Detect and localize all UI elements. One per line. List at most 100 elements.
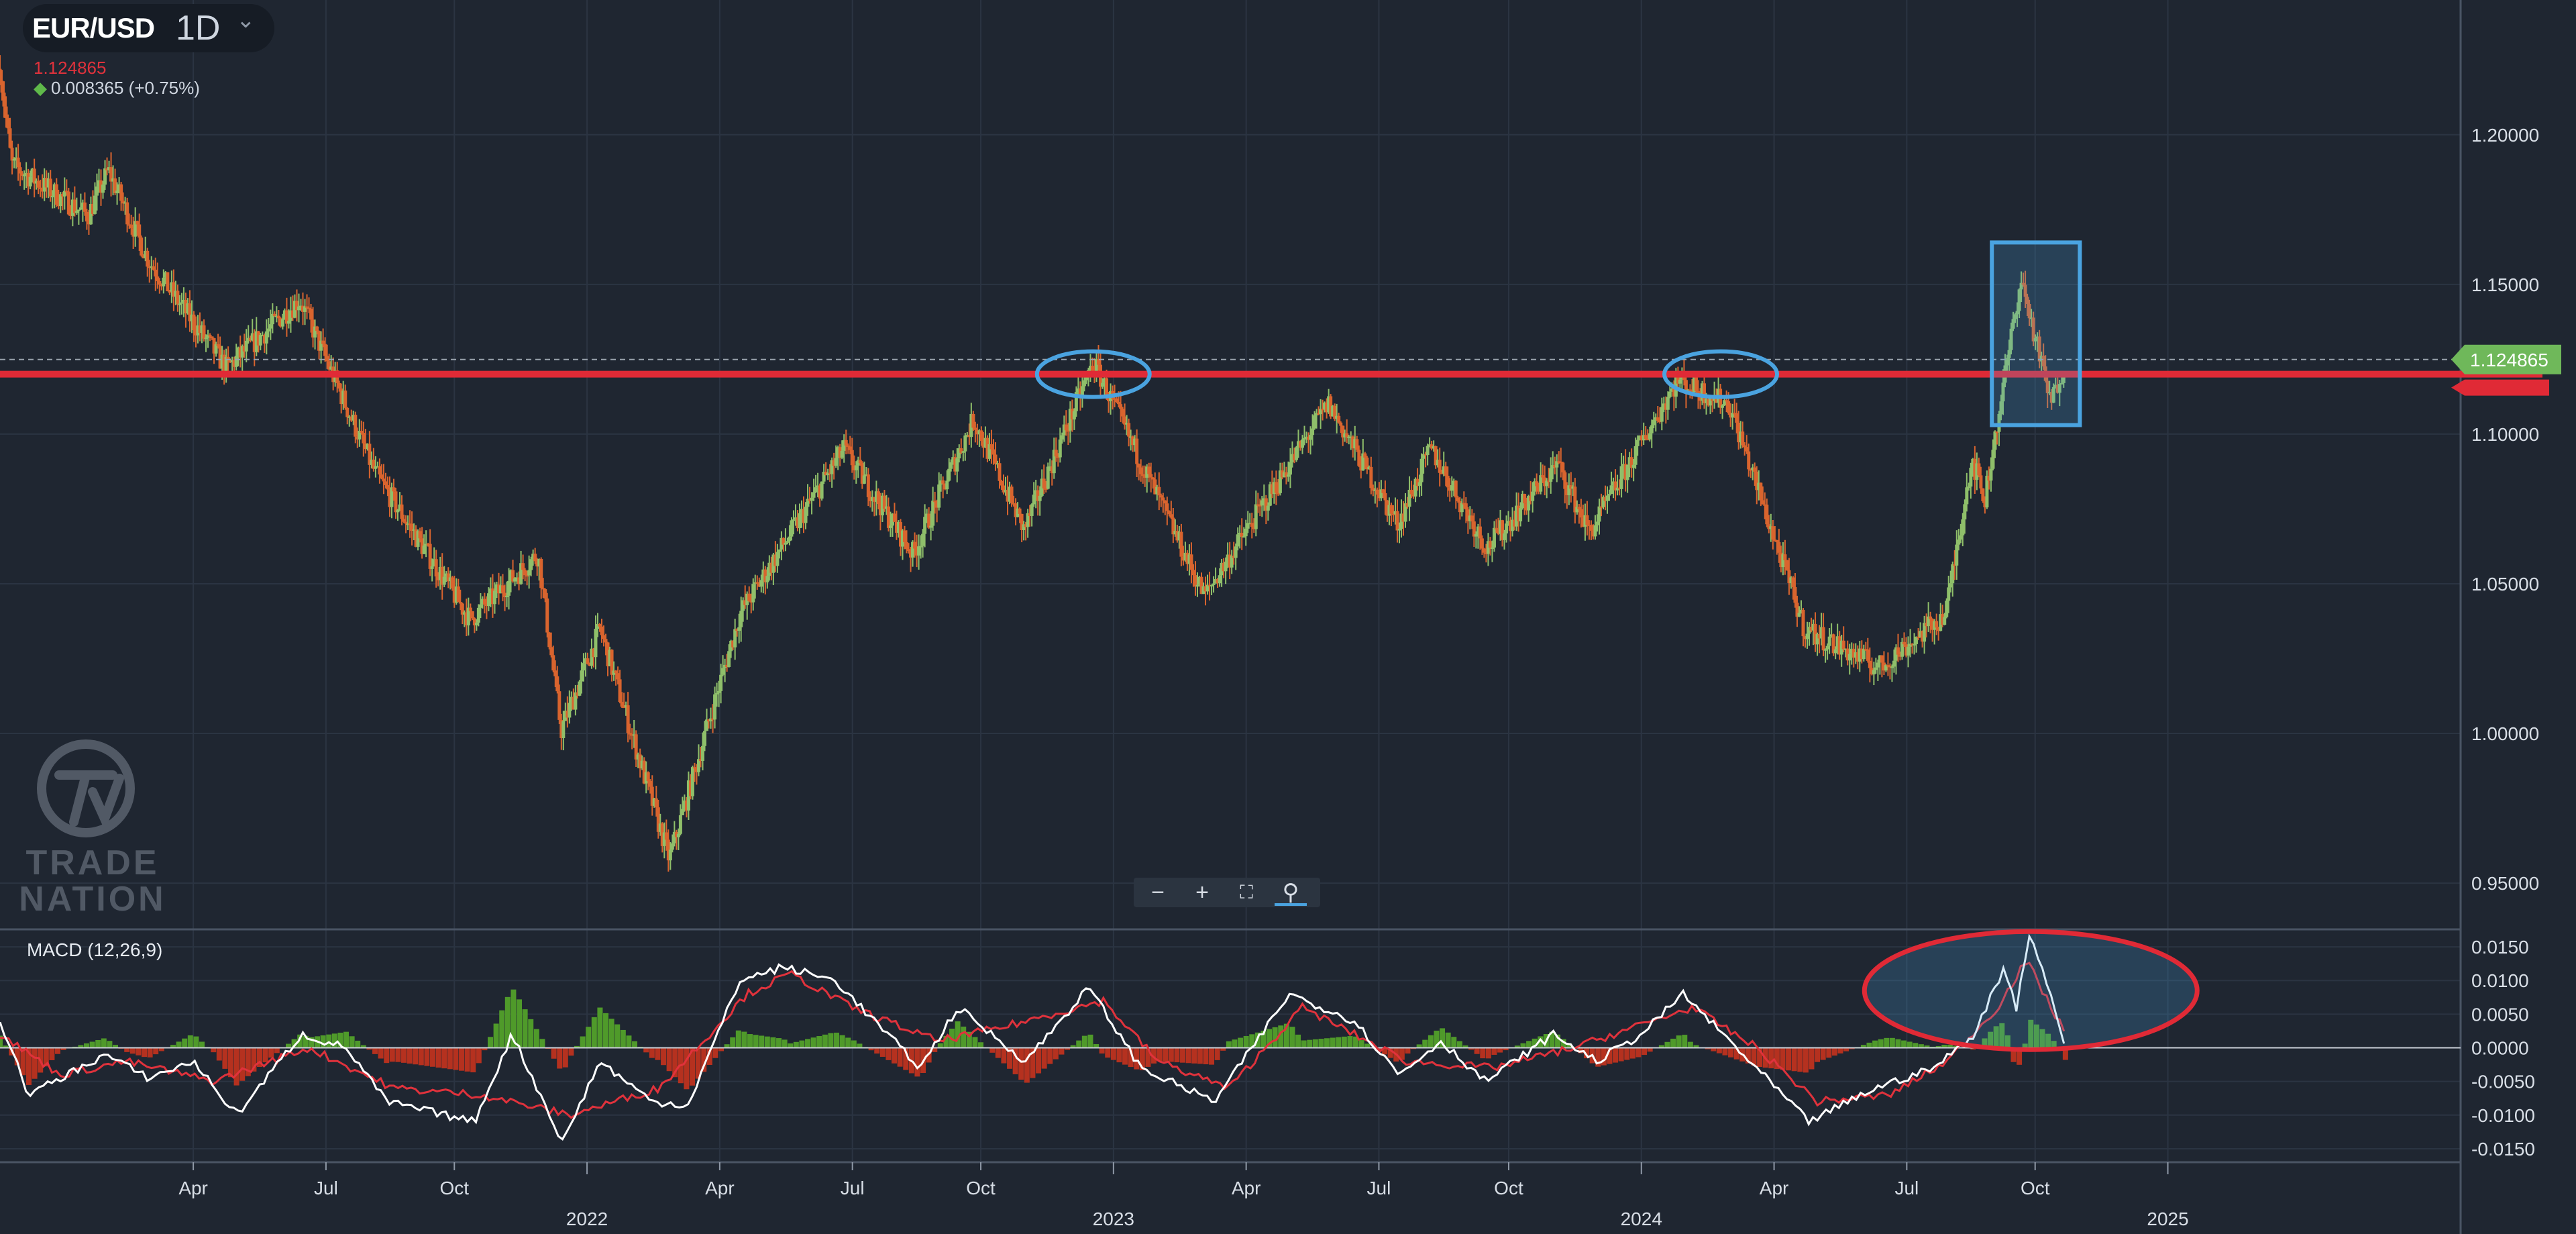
candle-body [814,487,818,493]
candle-body [1490,547,1494,549]
candle-body [252,333,256,352]
candle-body [537,558,541,567]
macd-histogram-bar [1209,1047,1215,1065]
candle-body [341,391,345,405]
candle-body [1248,523,1252,525]
candle-body [228,360,232,363]
candle-body [482,599,486,605]
candle-body [2049,392,2053,403]
candle-body [670,843,674,850]
candle-body [474,622,478,625]
candle-body [1745,447,1749,452]
zoom-in-icon[interactable]: + [1195,880,1209,905]
candle-body [1179,531,1183,557]
candle-body [286,321,290,324]
macd-axis-tick: 0.0050 [2471,1004,2529,1025]
zoom-out-icon[interactable]: − [1151,880,1165,905]
macd-histogram-bar [1774,1047,1780,1070]
candle-body [400,504,404,519]
candle-body [1545,480,1549,486]
candle-body [1157,486,1161,496]
candle-body [648,780,652,787]
symbol-label[interactable]: EUR/USD [32,12,155,44]
candle-body [16,157,20,168]
candle-body [1563,472,1567,489]
macd-histogram-bar [1647,1047,1653,1052]
chevron-down-icon[interactable]: ⌄ [236,7,256,33]
candle-body [1466,509,1470,521]
macd-histogram-bar [1307,1039,1313,1048]
time-axis-year-label: 2023 [1093,1209,1134,1229]
candle-body [1589,525,1593,531]
macd-histogram-bar [1353,1036,1359,1048]
candle-body [1549,468,1553,482]
candle-body [129,224,133,229]
candle-body [1595,521,1599,525]
candle-body [1419,458,1424,482]
candle-body [1763,504,1767,506]
candle-body [1870,668,1874,675]
macd-histogram-bar [1526,1041,1532,1048]
candle-body [1909,644,1913,647]
candle-body [1054,450,1058,457]
candle-body [408,523,412,525]
candle-body [288,310,292,321]
timeframe-label[interactable]: 1D [176,9,221,48]
candle-body [125,202,129,225]
magnifier-icon[interactable]: ⚲ [1275,879,1307,906]
candle-body [339,388,343,405]
candle-body [158,280,162,285]
fullscreen-icon[interactable]: ⛶ [1240,882,1253,903]
candle-body [1993,431,1997,450]
candle-body [327,361,331,370]
candle-body [1436,460,1440,466]
candle-body [1175,531,1179,541]
candle-body [1438,460,1442,473]
candle-body [440,566,444,585]
candle-body [146,250,150,267]
candle-body [56,205,60,207]
candle-body [101,185,105,193]
macd-histogram-bar [539,1039,545,1048]
macd-histogram-bar [1358,1040,1364,1048]
candle-body [184,299,188,314]
candle-body [1426,446,1430,456]
time-axis-year-label: 2025 [2147,1209,2188,1229]
candle-body [832,460,836,466]
candle-body [592,648,596,658]
candle-body [242,346,246,352]
candle-body [747,593,751,601]
candle-body [800,509,804,513]
symbol-selector[interactable] [23,4,274,52]
candle-body [478,604,482,608]
macd-histogram-bar [741,1031,747,1048]
macd-histogram-bar [753,1035,759,1048]
candle-body [1210,584,1214,586]
candle-body [876,491,880,505]
macd-histogram-bar [892,1047,898,1064]
candle-body [961,451,965,453]
macd-histogram-bar [360,1045,366,1048]
macd-histogram-bar [337,1032,343,1048]
candle-body [636,754,640,760]
candle-body [1583,515,1587,527]
candle-body [230,360,234,363]
candle-body [256,331,260,346]
candle-body [753,582,757,584]
candle-body [292,301,297,318]
candle-body [737,627,741,631]
candle-body [551,655,555,671]
macd-histogram-bar [1624,1047,1630,1060]
candle-body [1072,411,1076,420]
candle-body [1969,468,1973,487]
candle-body [1171,517,1175,535]
candle-body [862,475,866,484]
candle-body [1413,478,1417,497]
macd-histogram-bar [158,1047,164,1051]
candle-body [436,576,440,580]
candle-body [1323,402,1327,409]
candle-body [1244,528,1248,537]
candle-body [1002,485,1006,493]
candle-body [1478,526,1482,539]
